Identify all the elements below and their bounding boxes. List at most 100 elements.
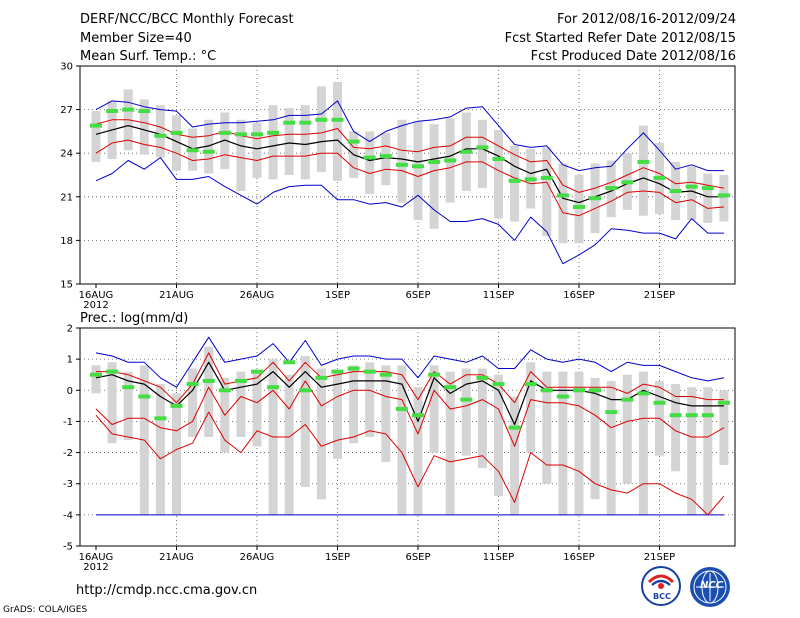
precipitation-chart: -5 -4 -3 -2 -1 0 1 2 16AUG 21AUG 26AUG 1SEP 6SEP 11SE… <box>63 324 736 573</box>
x-tick-label: 16SEP <box>563 290 594 301</box>
median-marker <box>363 155 376 160</box>
median-marker <box>90 123 102 128</box>
median-marker <box>492 157 505 162</box>
y-tick-label: 1 <box>67 355 73 366</box>
member-range-box <box>510 396 520 515</box>
member-range-box <box>671 384 681 472</box>
median-marker <box>218 130 231 135</box>
median-marker <box>637 391 650 396</box>
member-range-box <box>381 132 391 186</box>
member-range-box <box>703 173 713 223</box>
member-range-box <box>91 111 101 162</box>
member-range-box <box>300 105 310 180</box>
member-range-box <box>365 131 375 194</box>
median-marker <box>637 159 650 164</box>
member-range-box <box>445 371 455 515</box>
member-range-box <box>494 374 503 497</box>
median-marker <box>186 148 199 153</box>
median-marker <box>685 413 698 418</box>
median-marker <box>154 133 167 138</box>
member-range-box <box>107 362 117 444</box>
median-marker <box>267 130 280 135</box>
median-marker <box>444 385 457 390</box>
median-marker <box>492 382 505 387</box>
median-marker <box>331 369 344 374</box>
median-marker <box>331 117 344 122</box>
member-range-box <box>558 371 568 515</box>
ncc-logo: NCC <box>687 566 733 608</box>
precip-variable-label: Prec.: log(mm/d) <box>80 311 189 326</box>
y-tick-label: 21 <box>60 192 73 203</box>
x-tick-label: 26AUG <box>240 290 275 301</box>
ensemble-mean-line <box>95 124 724 204</box>
grads-credit: GrADS: COLA/IGES <box>3 605 88 615</box>
member-range-box <box>220 112 230 170</box>
median-marker <box>653 175 666 180</box>
median-marker <box>669 188 682 193</box>
member-range-box <box>155 384 165 515</box>
y-tick-label: 0 <box>67 386 73 397</box>
x-year-label: 2012 <box>83 300 108 311</box>
median-marker <box>186 382 199 387</box>
member-range-box <box>123 371 133 441</box>
median-marker <box>299 120 312 125</box>
member-range-box <box>188 368 198 437</box>
ensemble-mean-line <box>95 361 724 426</box>
median-marker <box>122 107 135 112</box>
plot-frame <box>79 65 736 285</box>
lower-spread-line <box>95 139 724 217</box>
y-tick-label: -1 <box>63 417 73 428</box>
member-range-box <box>204 119 214 174</box>
member-range-box <box>413 387 423 515</box>
plot-frame <box>79 327 736 547</box>
member-range-box <box>477 119 487 189</box>
member-range-box <box>204 346 214 437</box>
median-marker <box>122 385 135 390</box>
member-range-box <box>139 99 149 155</box>
member-range-box <box>381 365 391 462</box>
member-range-box <box>429 124 439 229</box>
median-marker <box>589 388 602 393</box>
median-marker <box>717 193 730 198</box>
y-tick-label: 15 <box>60 280 73 291</box>
min-line <box>95 157 724 265</box>
x-tick-label: 21AUG <box>159 290 194 301</box>
median-marker <box>202 378 215 383</box>
x-tick-label: 11SEP <box>483 290 514 301</box>
median-marker <box>428 159 441 164</box>
median-marker <box>234 132 247 137</box>
y-tick-label: -4 <box>63 510 73 521</box>
member-range-box <box>268 105 278 180</box>
y-tick-label: 24 <box>60 149 73 160</box>
median-marker <box>669 413 682 418</box>
median-marker <box>524 177 537 182</box>
member-range-box <box>590 377 600 500</box>
median-marker <box>218 388 231 393</box>
median-marker <box>138 394 151 399</box>
member-range-box <box>316 86 326 173</box>
x-tick-label: 16AUG <box>79 552 114 563</box>
median-marker <box>685 184 698 189</box>
median-marker <box>315 375 328 380</box>
x-tick-label: 16AUG <box>79 290 114 301</box>
member-range-box <box>638 125 648 216</box>
member-range-box <box>429 365 439 453</box>
median-marker <box>347 139 360 144</box>
member-range-box <box>477 368 487 469</box>
member-range-box <box>461 368 471 456</box>
member-range-box <box>542 147 552 237</box>
member-range-box <box>349 365 359 444</box>
median-marker <box>508 178 521 183</box>
member-range-box <box>687 387 697 515</box>
x-tick-label: 16SEP <box>563 552 594 563</box>
member-range-box <box>91 365 101 394</box>
median-marker <box>283 120 296 125</box>
member-range-box <box>300 356 310 487</box>
median-marker <box>234 378 247 383</box>
member-range-box <box>574 175 584 244</box>
median-marker <box>428 372 441 377</box>
upper-spread-line <box>95 119 724 193</box>
member-range-box <box>719 390 729 466</box>
y-tick-label: -2 <box>63 448 73 459</box>
median-marker <box>267 385 280 390</box>
